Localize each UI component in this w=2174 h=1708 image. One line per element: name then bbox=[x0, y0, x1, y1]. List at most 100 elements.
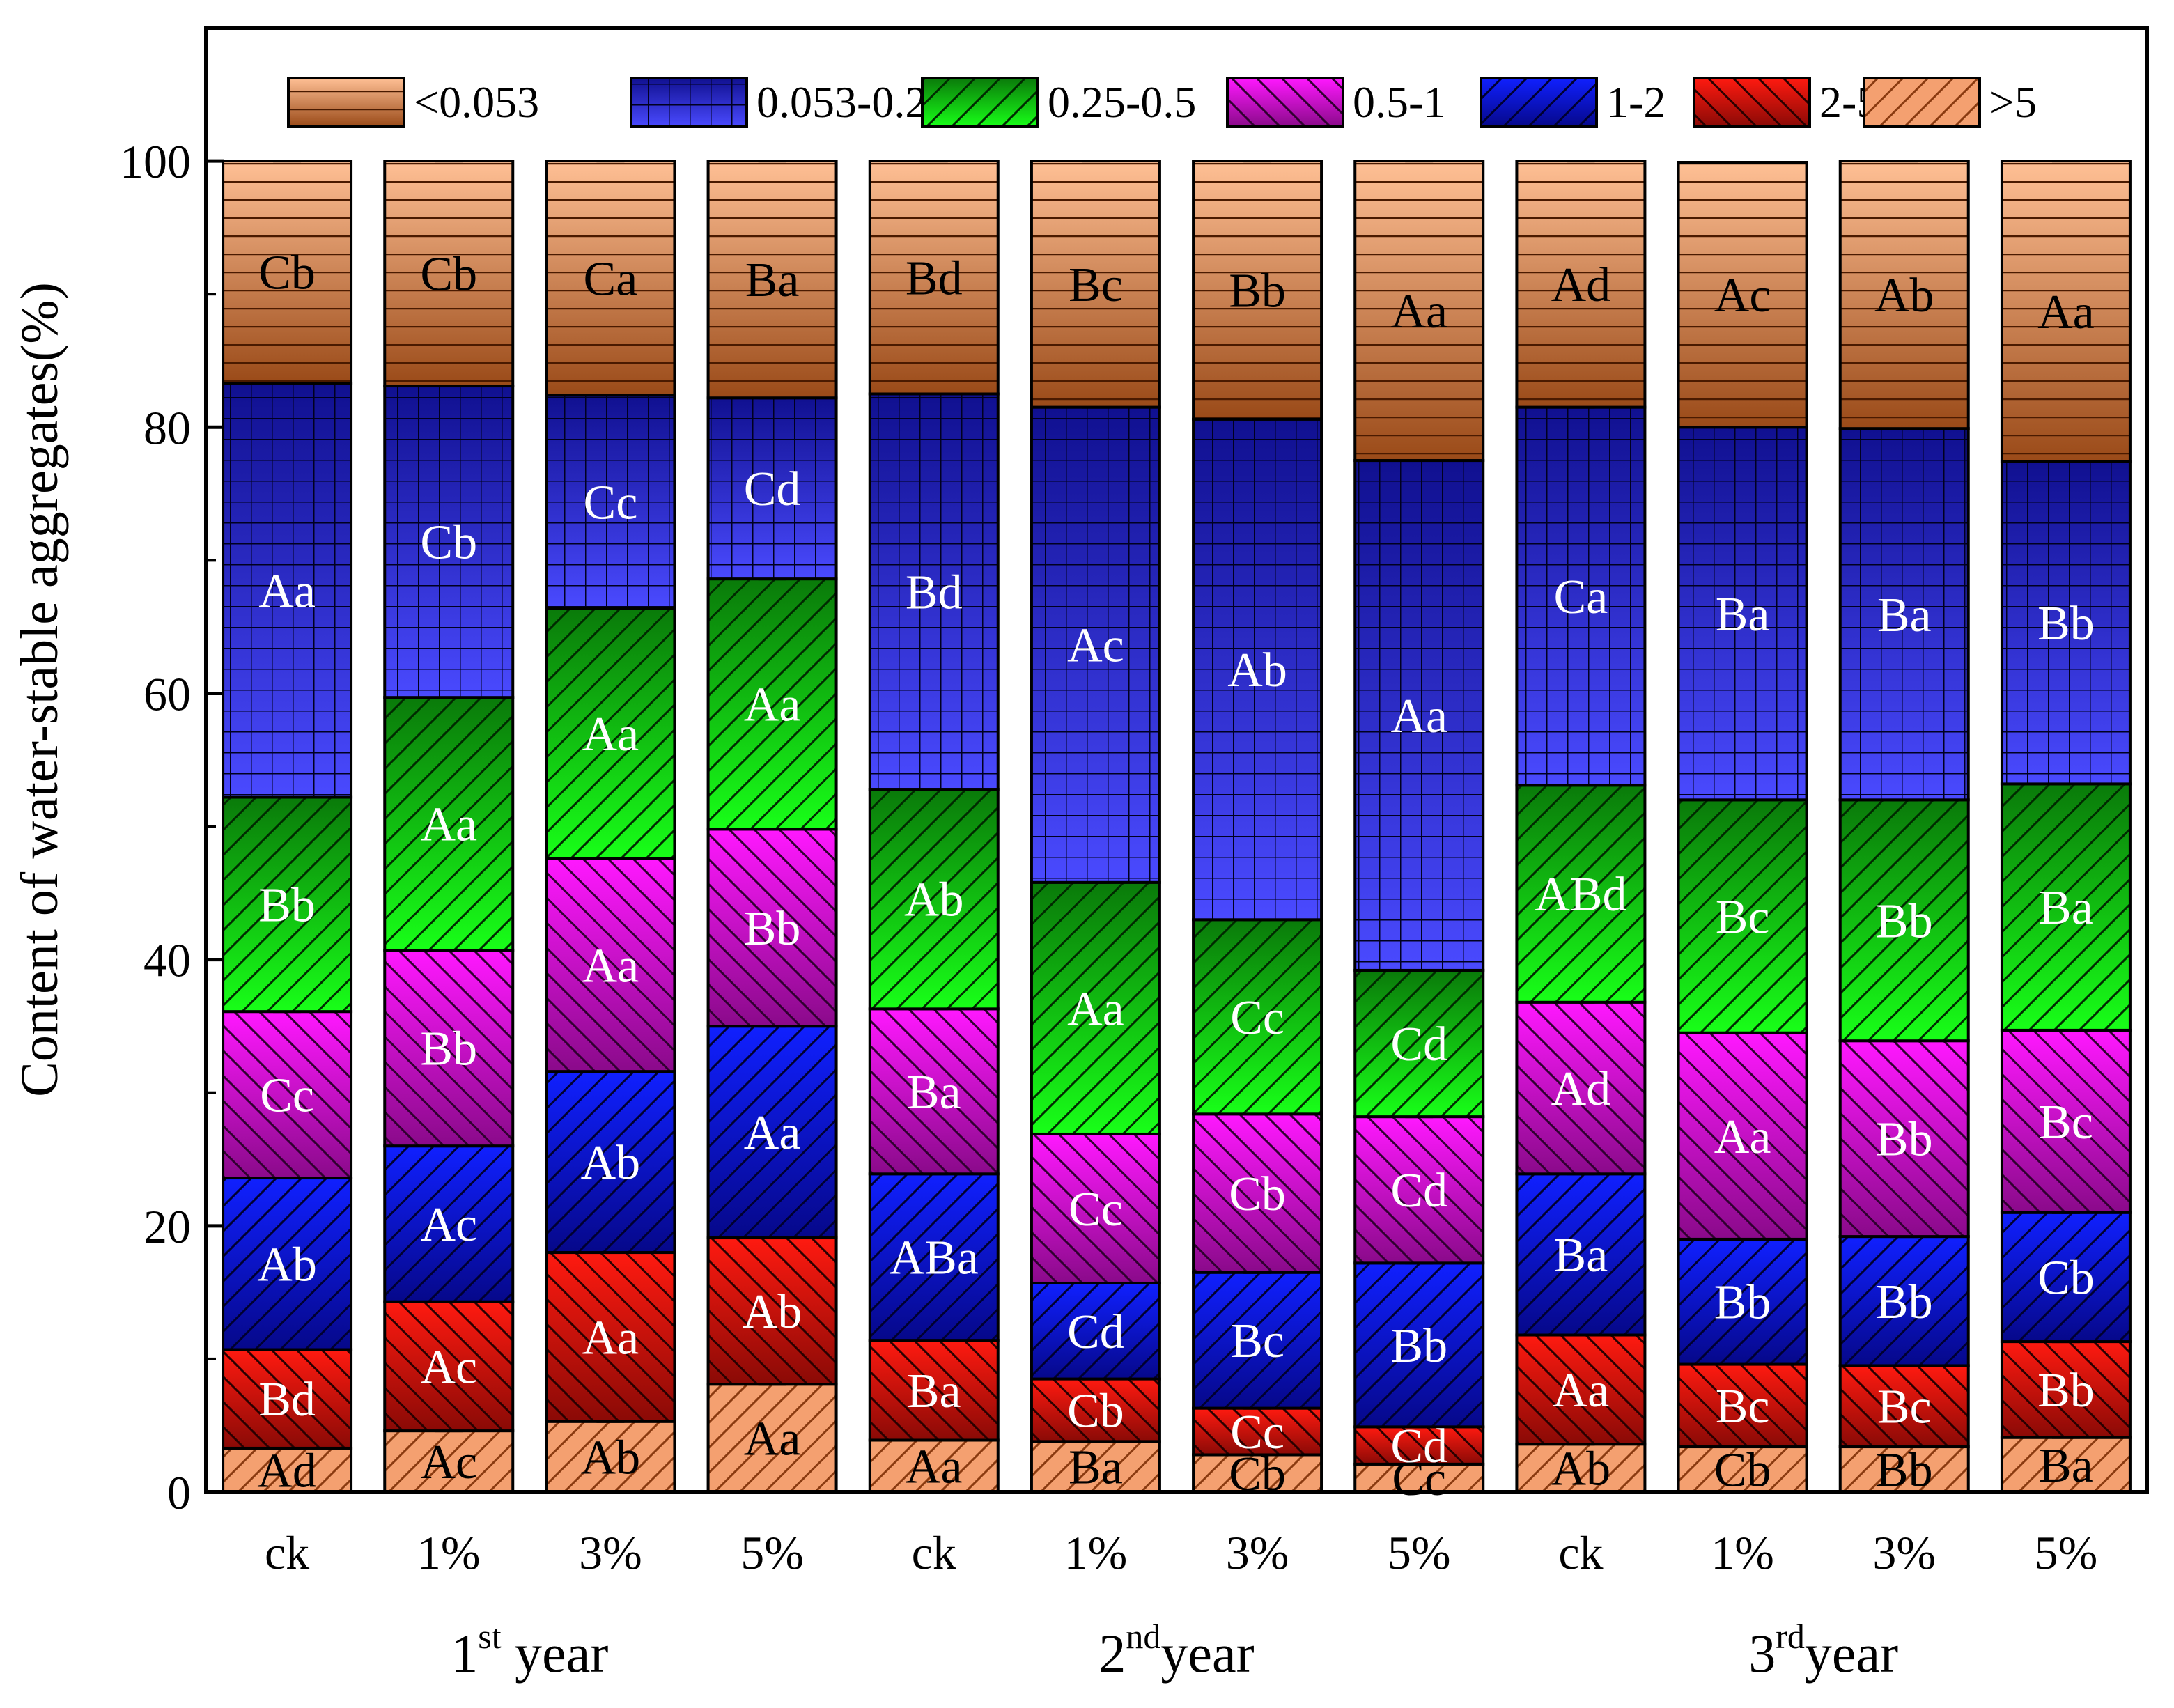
legend-label: 1-2 bbox=[1606, 77, 1666, 127]
y-tick-label: 100 bbox=[120, 135, 191, 188]
bar-label-2-5: Cd bbox=[1390, 1420, 1447, 1473]
x-tick-label: 1% bbox=[417, 1526, 481, 1579]
bar-label-0-053-0-25: Bd bbox=[906, 566, 963, 619]
bar-segment-1-2 bbox=[1353, 1261, 1485, 1429]
bar-label-gt5: Ab bbox=[1551, 1443, 1611, 1496]
legend-swatch bbox=[1480, 77, 1598, 128]
bar-segment-0-25-0-5 bbox=[545, 607, 676, 860]
group-label: 3rdyear bbox=[1748, 1617, 1898, 1684]
bar-segment-0-5-1 bbox=[868, 1007, 1000, 1176]
bar-segment-lt0-053 bbox=[222, 160, 353, 385]
bar-segment-0-053-0-25 bbox=[1515, 405, 1647, 787]
bar-segment-1-2 bbox=[706, 1025, 838, 1240]
bar-segment-0-5-1 bbox=[1838, 1039, 1970, 1239]
bar-label-0-053-0-25: Cd bbox=[744, 463, 801, 516]
bar-segment-hatch bbox=[1515, 1333, 1647, 1446]
bar-segment-hatch bbox=[868, 1339, 1000, 1442]
bar-label-0-5-1: Cc bbox=[1069, 1183, 1123, 1236]
bar-segment-hatch bbox=[1192, 1406, 1323, 1457]
bar-segment-hatch bbox=[1838, 427, 1970, 802]
bar-segment-hatch bbox=[222, 160, 353, 385]
y-tick-label: 80 bbox=[143, 401, 191, 454]
bar-label-2-5: Ba bbox=[907, 1365, 961, 1418]
bar-segment-hatch bbox=[383, 1300, 515, 1433]
bar-label-0-053-0-25: Aa bbox=[1390, 690, 1447, 743]
bar-segment-2-5 bbox=[1515, 1333, 1647, 1446]
bar-segment-hatch bbox=[1515, 1000, 1647, 1176]
bar-segment-0-053-0-25 bbox=[2000, 460, 2132, 786]
bar-segment-hatch bbox=[1353, 160, 1485, 463]
y-tick-label: 40 bbox=[143, 934, 191, 987]
bar-label-lt0-053: Bc bbox=[1069, 258, 1123, 312]
bar-label-0-053-0-25: Ca bbox=[1554, 570, 1608, 624]
legend-label: 0.5-1 bbox=[1353, 77, 1445, 127]
x-tick-label: ck bbox=[912, 1526, 956, 1579]
bar-segment-hatch bbox=[1515, 1443, 1647, 1493]
bar-segment-lt0-053 bbox=[868, 160, 1000, 396]
bar-label-lt0-053: Cb bbox=[420, 248, 477, 302]
bar-segment-hatch bbox=[1515, 405, 1647, 787]
bar-segment-hatch bbox=[1677, 1237, 1808, 1366]
bar-label-0-25-0-5: Aa bbox=[420, 798, 477, 852]
bar-segment-hatch bbox=[2000, 1436, 2132, 1494]
bar-segment-0-25-0-5 bbox=[222, 795, 353, 1014]
y-tick-label: 20 bbox=[143, 1200, 191, 1253]
bar-segment-hatch bbox=[1192, 417, 1323, 922]
bar-segment-gt5 bbox=[1515, 1443, 1647, 1493]
bar-segment-hatch bbox=[545, 1070, 676, 1255]
bar-segment-0-053-0-25 bbox=[383, 385, 515, 699]
bar-segment-1-2 bbox=[2000, 1211, 2132, 1344]
bar-segment-1-2 bbox=[1030, 1281, 1161, 1381]
bar-segment-0-25-0-5 bbox=[2000, 782, 2132, 1032]
group-label: 1st year bbox=[451, 1617, 608, 1684]
y-tick-label: 0 bbox=[167, 1466, 191, 1519]
bar-segment-hatch bbox=[706, 1383, 838, 1493]
bar-segment-lt0-053 bbox=[1030, 160, 1161, 409]
bar-segment-hatch bbox=[706, 396, 838, 581]
bar-segment-hatch bbox=[1838, 160, 1970, 430]
bar-segment-hatch bbox=[1677, 161, 1808, 429]
legend-item-0-053-0-25: 0.053-0.25 bbox=[630, 77, 949, 128]
bar-segment-hatch bbox=[1677, 1445, 1808, 1493]
bar-segment-hatch bbox=[1515, 160, 1647, 409]
bar-segment-0-25-0-5 bbox=[868, 788, 1000, 1011]
bar-label-lt0-053: Bd bbox=[906, 251, 963, 305]
bar-segment-1-2 bbox=[868, 1172, 1000, 1342]
bar-segment-hatch bbox=[2000, 1211, 2132, 1344]
legend-swatch bbox=[1863, 77, 1981, 128]
bar-segment-gt5 bbox=[706, 1383, 838, 1493]
bar-segment-2-5 bbox=[706, 1236, 838, 1386]
bar-label-gt5: Bb bbox=[1876, 1444, 1933, 1498]
bar-segment-hatch bbox=[1192, 918, 1323, 1116]
bar-label-1-2: Ac bbox=[420, 1198, 477, 1252]
bar-label-0-5-1: Ad bbox=[1551, 1062, 1611, 1116]
bar-segment-lt0-053 bbox=[706, 160, 838, 400]
bar-label-1-2: Cb bbox=[2037, 1251, 2095, 1305]
bar-segment-0-5-1 bbox=[545, 857, 676, 1073]
bar-label-gt5: Ab bbox=[581, 1431, 641, 1484]
bar-segment-hatch bbox=[706, 160, 838, 400]
bar-segment-hatch bbox=[222, 382, 353, 799]
bar-segment-hatch bbox=[1515, 784, 1647, 1004]
bar-segment-hatch bbox=[383, 1144, 515, 1303]
bar-label-0-053-0-25: Cc bbox=[584, 476, 638, 529]
bar-label-gt5: Ba bbox=[1069, 1441, 1123, 1495]
bar-labels-layer: Ad Bd Ab Cc Bb Aa Cb Ac Ac Ac Bb Aa Cb Cb Ab Aa Ab Aa Aa Cc… bbox=[257, 247, 2094, 1506]
bar-segment-0-5-1 bbox=[1192, 1112, 1323, 1274]
bar-label-0-25-0-5: Aa bbox=[744, 678, 801, 732]
legend-item-2-5: 2-5 bbox=[1693, 77, 1879, 128]
bar-label-lt0-053: Cb bbox=[258, 247, 316, 300]
bar-segment-0-25-0-5 bbox=[1838, 798, 1970, 1043]
bar-label-lt0-053: Aa bbox=[1390, 285, 1447, 339]
x-tick-label: 5% bbox=[2035, 1526, 2098, 1579]
bar-segment-gt5 bbox=[1677, 1445, 1808, 1493]
bar-label-1-2: Cd bbox=[1067, 1305, 1124, 1359]
bar-segment-hatch bbox=[2000, 782, 2132, 1032]
bar-segment-lt0-053 bbox=[545, 160, 676, 397]
group-label: 2ndyear bbox=[1098, 1617, 1254, 1684]
bar-segment-hatch bbox=[2000, 1028, 2132, 1214]
bar-label-1-2: Bb bbox=[1390, 1319, 1447, 1373]
bar-label-2-5: Aa bbox=[1553, 1364, 1610, 1418]
bar-label-0-25-0-5: Bb bbox=[258, 878, 316, 932]
